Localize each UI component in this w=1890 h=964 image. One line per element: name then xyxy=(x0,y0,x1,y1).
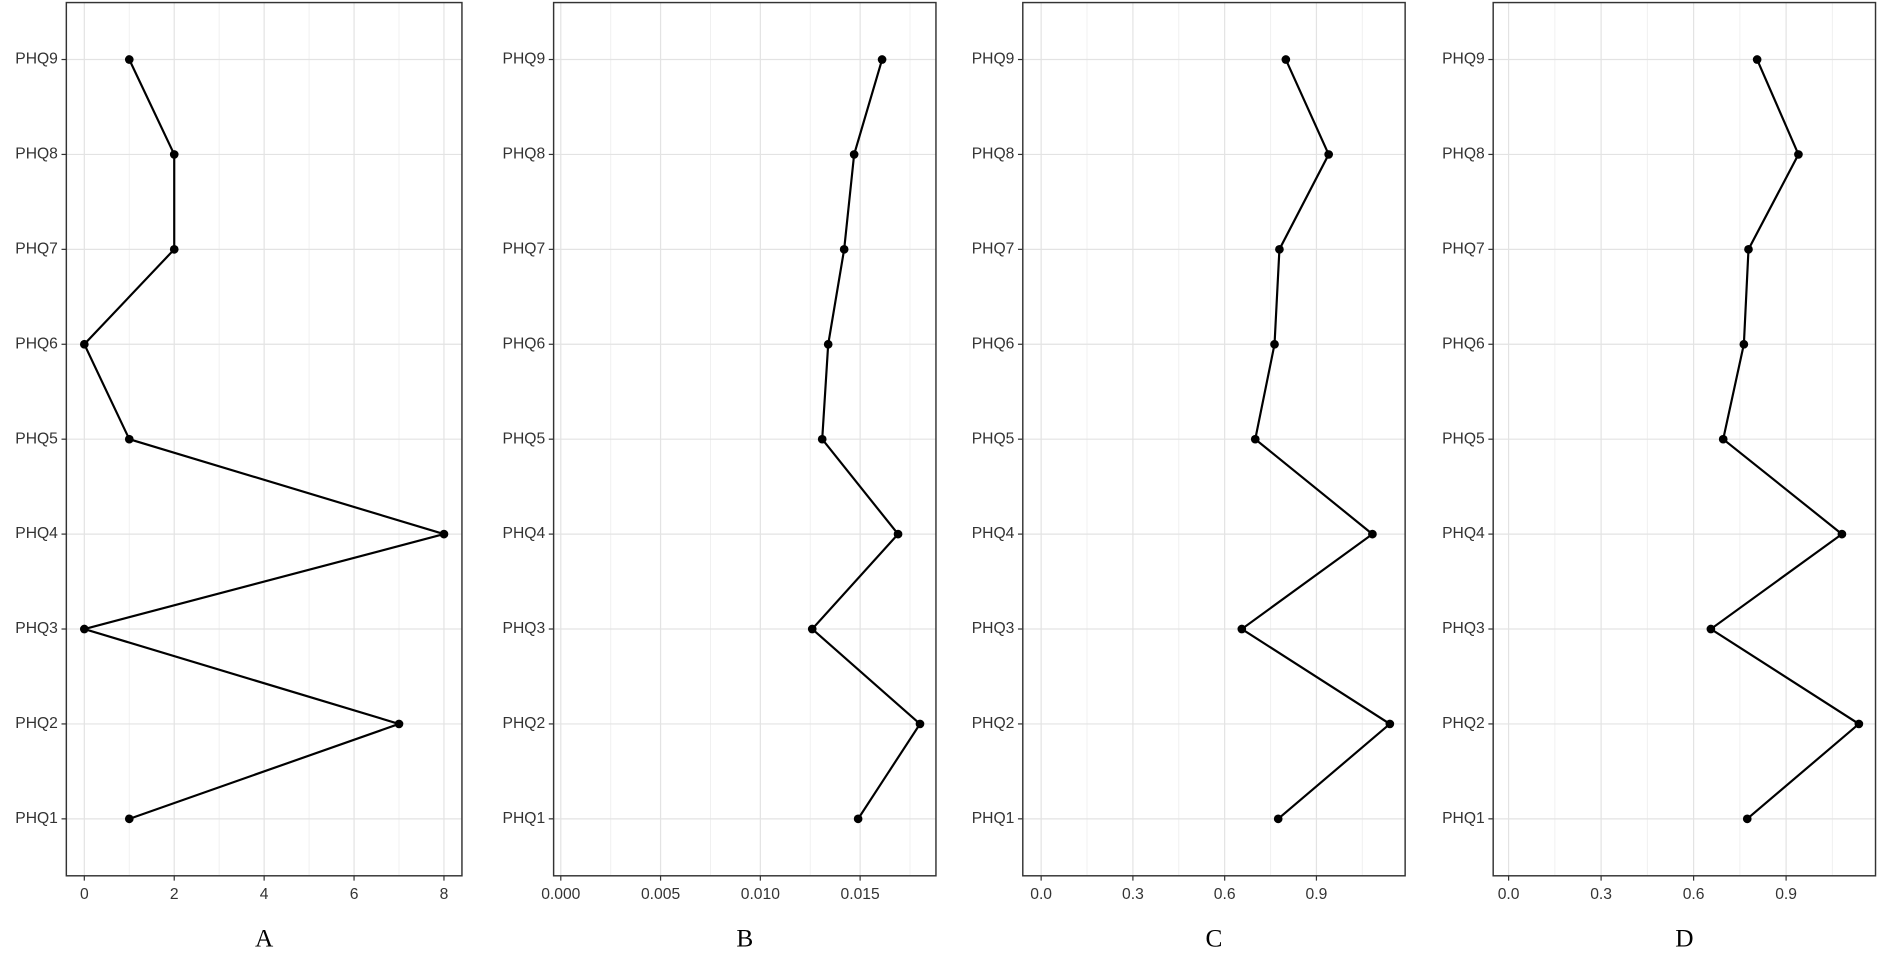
data-point xyxy=(1706,624,1716,634)
y-tick-label: PHQ2 xyxy=(503,715,546,732)
x-tick-label: 0.0 xyxy=(1498,886,1520,903)
data-point xyxy=(79,339,89,349)
y-tick-label: PHQ2 xyxy=(972,715,1015,732)
x-tick-label: 0.9 xyxy=(1306,886,1328,903)
panel-label: B xyxy=(736,925,753,953)
data-point xyxy=(169,245,179,254)
data-point xyxy=(1324,150,1334,159)
plot-border xyxy=(65,1,463,877)
x-tick-label: 0.000 xyxy=(541,886,580,903)
plot-border xyxy=(552,1,937,877)
y-tick-label: PHQ8 xyxy=(972,146,1015,163)
y-tick-label: PHQ4 xyxy=(972,525,1015,542)
data-point xyxy=(915,719,925,729)
data-point xyxy=(1275,245,1284,254)
data-point xyxy=(124,55,134,64)
x-tick-label: 0.6 xyxy=(1214,886,1236,903)
y-tick-label: PHQ7 xyxy=(503,240,546,257)
y-tick-label: PHQ4 xyxy=(503,525,546,542)
data-point xyxy=(79,624,89,634)
panel-label: D xyxy=(1675,925,1693,953)
data-point xyxy=(893,529,903,539)
data-point xyxy=(394,719,404,729)
data-point xyxy=(124,434,134,444)
data-point xyxy=(853,814,863,824)
y-tick-label: PHQ1 xyxy=(503,810,546,827)
data-point xyxy=(439,529,449,539)
y-tick-label: PHQ1 xyxy=(1442,810,1485,827)
data-point xyxy=(1368,529,1377,539)
x-tick-label: 0.6 xyxy=(1683,886,1705,903)
y-tick-label: PHQ6 xyxy=(15,335,58,352)
x-tick-label: 4 xyxy=(260,886,269,903)
plot-border xyxy=(1492,1,1877,877)
data-point xyxy=(1718,434,1728,444)
x-tick-label: 6 xyxy=(350,886,359,903)
panel-label: A xyxy=(255,925,274,953)
y-tick-label: PHQ4 xyxy=(15,525,58,542)
data-point xyxy=(1837,529,1847,539)
y-tick-label: PHQ9 xyxy=(1442,51,1485,68)
data-point xyxy=(1270,339,1279,349)
data-point xyxy=(1273,814,1283,824)
y-tick-label: PHQ7 xyxy=(1442,240,1485,257)
data-point xyxy=(849,150,859,159)
data-point xyxy=(1854,719,1864,729)
data-point xyxy=(1237,624,1247,634)
x-tick-label: 0.0 xyxy=(1030,886,1052,903)
x-tick-label: 2 xyxy=(170,886,179,903)
data-point xyxy=(877,55,887,64)
data-point xyxy=(1739,339,1749,349)
y-tick-label: PHQ5 xyxy=(1442,430,1485,447)
y-tick-label: PHQ8 xyxy=(1442,146,1485,163)
data-point xyxy=(807,624,817,634)
y-tick-label: PHQ5 xyxy=(972,430,1015,447)
y-tick-label: PHQ5 xyxy=(15,430,58,447)
x-tick-label: 0 xyxy=(80,886,89,903)
y-tick-label: PHQ9 xyxy=(503,51,546,68)
data-point xyxy=(817,434,827,444)
y-tick-label: PHQ9 xyxy=(972,51,1015,68)
x-tick-label: 0.005 xyxy=(641,886,680,903)
data-point xyxy=(1744,245,1753,254)
y-tick-label: PHQ4 xyxy=(1442,525,1485,542)
data-point xyxy=(823,339,833,349)
y-tick-label: PHQ8 xyxy=(15,146,58,163)
y-tick-label: PHQ1 xyxy=(15,810,58,827)
x-tick-label: 0.9 xyxy=(1775,886,1797,903)
data-point xyxy=(839,245,849,254)
data-point xyxy=(124,814,134,824)
plot-border xyxy=(1022,1,1406,877)
data-point xyxy=(1250,434,1260,444)
data-point xyxy=(1742,814,1752,824)
data-point xyxy=(169,150,179,159)
x-tick-label: 0.3 xyxy=(1122,886,1144,903)
y-tick-label: PHQ2 xyxy=(15,715,58,732)
y-tick-label: PHQ5 xyxy=(503,430,546,447)
data-point xyxy=(1281,55,1291,64)
y-tick-label: PHQ1 xyxy=(972,810,1015,827)
data-point xyxy=(1794,150,1803,159)
y-tick-label: PHQ2 xyxy=(1442,715,1485,732)
y-tick-label: PHQ9 xyxy=(15,51,58,68)
x-tick-label: 0.010 xyxy=(741,886,780,903)
y-tick-label: PHQ8 xyxy=(503,146,546,163)
y-tick-label: PHQ3 xyxy=(15,620,58,637)
x-tick-label: 0.3 xyxy=(1590,886,1612,903)
y-tick-label: PHQ3 xyxy=(1442,620,1485,637)
y-tick-label: PHQ6 xyxy=(1442,335,1485,352)
panel-label: C xyxy=(1206,925,1223,953)
data-point xyxy=(1752,55,1762,64)
y-tick-label: PHQ7 xyxy=(15,240,58,257)
y-tick-label: PHQ6 xyxy=(503,335,546,352)
y-tick-label: PHQ3 xyxy=(972,620,1015,637)
x-tick-label: 0.015 xyxy=(841,886,880,903)
y-tick-label: PHQ7 xyxy=(972,240,1015,257)
x-tick-label: 8 xyxy=(440,886,449,903)
data-point xyxy=(1385,719,1395,729)
y-tick-label: PHQ6 xyxy=(972,335,1015,352)
y-tick-label: PHQ3 xyxy=(503,620,546,637)
